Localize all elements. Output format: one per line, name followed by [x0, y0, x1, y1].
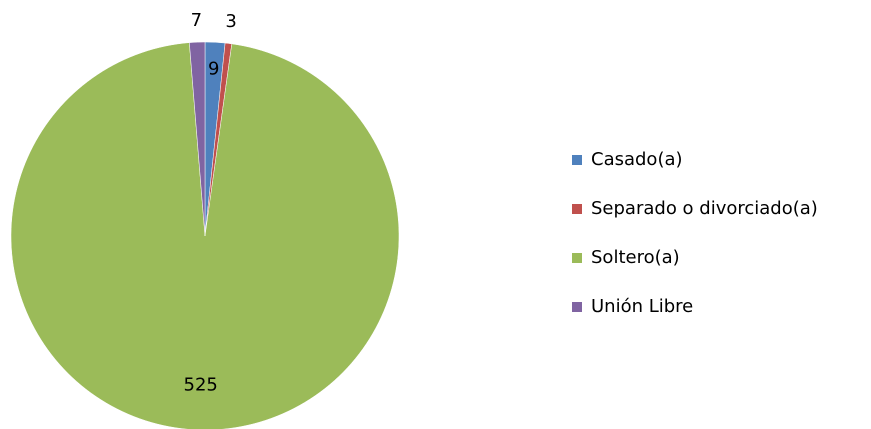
data-label: 525 — [184, 374, 218, 395]
data-label: 3 — [225, 11, 236, 32]
legend-swatch — [572, 204, 582, 214]
legend-label: Casado(a) — [591, 149, 683, 170]
data-label: 7 — [191, 10, 202, 31]
legend-swatch — [572, 155, 582, 165]
legend-swatch — [572, 302, 582, 312]
pie-slice — [10, 42, 400, 429]
legend-label: Separado o divorciado(a) — [591, 198, 818, 219]
legend-label: Unión Libre — [591, 296, 693, 317]
data-label: 9 — [208, 58, 219, 79]
legend-label: Soltero(a) — [591, 247, 680, 268]
pie-slice — [189, 41, 206, 237]
legend-swatch — [572, 253, 582, 263]
